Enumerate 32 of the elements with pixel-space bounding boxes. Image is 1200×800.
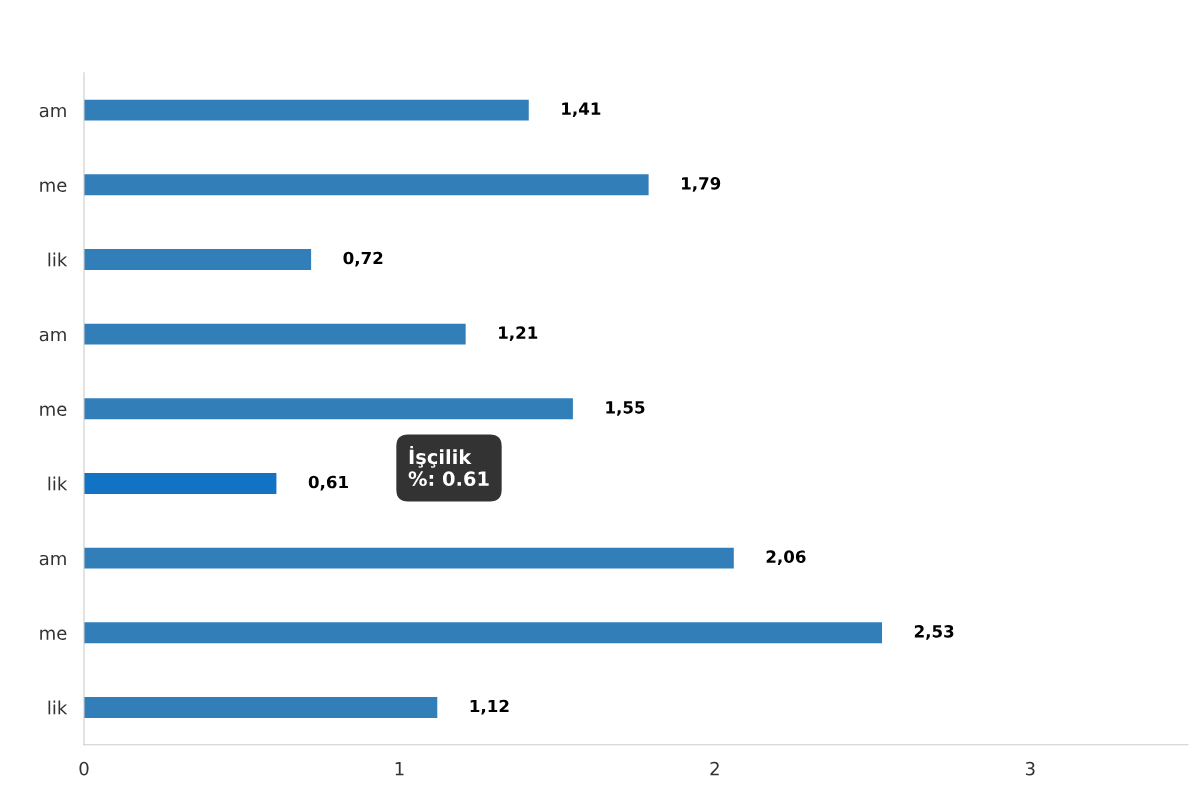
data-label: 0,72 xyxy=(343,251,383,267)
bar xyxy=(84,174,649,196)
x-tick-label: 2 xyxy=(710,761,719,776)
y-tick-label: lik xyxy=(48,252,68,267)
y-tick-label: lik xyxy=(48,700,68,715)
x-tick-label: 1 xyxy=(395,762,404,776)
data-label: 1,21 xyxy=(499,326,538,342)
data-label: 1,55 xyxy=(606,401,645,416)
y-tick-label: me xyxy=(40,405,67,416)
bar xyxy=(84,473,277,494)
y-tick-label: lik xyxy=(48,476,68,491)
y-tick-label: me xyxy=(40,181,67,192)
bar xyxy=(84,398,573,420)
bar xyxy=(84,697,438,718)
data-label: 1,41 xyxy=(562,102,601,118)
bar xyxy=(84,622,883,644)
data-label: 0,61 xyxy=(308,475,348,491)
data-label: 2,53 xyxy=(914,625,954,640)
y-tick-label: am xyxy=(39,106,66,118)
y-tick-label: me xyxy=(40,629,67,640)
y-tick-label: am xyxy=(39,330,66,342)
bar xyxy=(84,547,734,569)
x-tick-label: 3 xyxy=(1025,761,1035,776)
annotation: İşçilik %: 0.61 xyxy=(408,445,489,487)
data-label: 1,79 xyxy=(682,177,721,192)
bar xyxy=(84,249,312,270)
data-label: 2,06 xyxy=(766,550,806,566)
bar xyxy=(84,323,466,345)
bar xyxy=(84,99,529,121)
data-label: 1,12 xyxy=(470,699,509,715)
x-tick-label: 0 xyxy=(79,761,89,776)
y-tick-label: am xyxy=(39,554,66,566)
